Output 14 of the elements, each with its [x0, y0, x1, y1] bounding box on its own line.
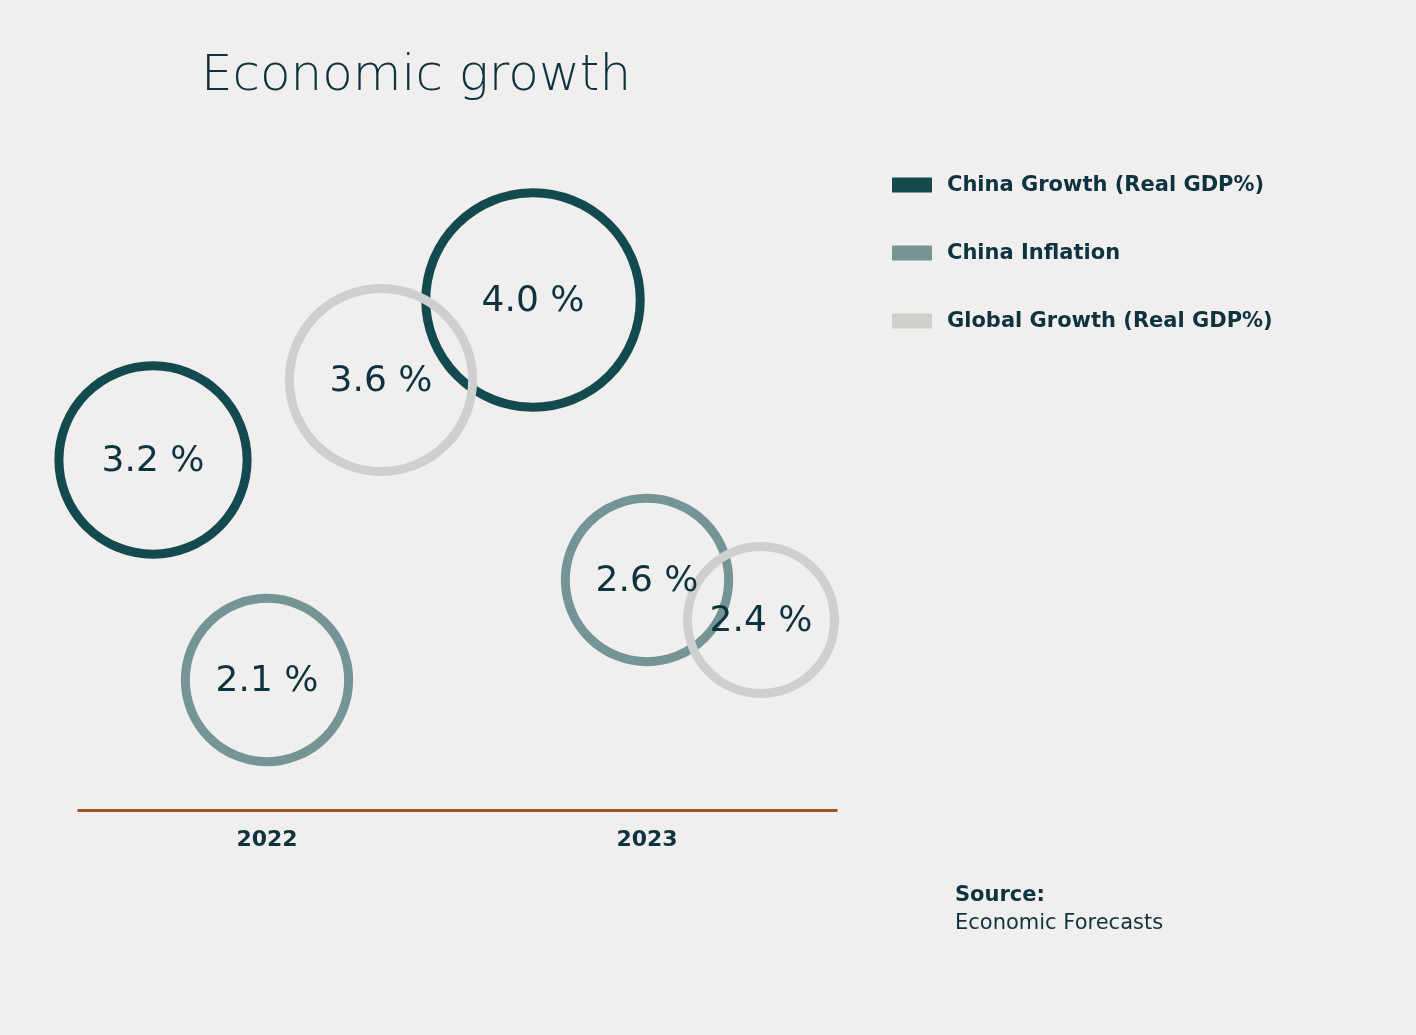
legend-label: China Inflation: [947, 240, 1121, 264]
data-label: 2.6 %: [595, 558, 699, 599]
legend-label: China Growth (Real GDP%): [947, 172, 1265, 196]
data-label: 3.2 %: [101, 438, 205, 479]
legend-label: Global Growth (Real GDP%): [947, 308, 1273, 332]
x-tick-label: 2022: [236, 825, 298, 851]
text: Economic Forecasts: [955, 909, 1164, 936]
data-label: 4.0 %: [481, 278, 585, 319]
x-tick-label: 2023: [616, 825, 678, 851]
data-label: 2.4 %: [709, 598, 813, 639]
data-label: 2.1 %: [215, 658, 319, 699]
chart-title: Economic growth: [200, 44, 632, 102]
data-label: 3.6 %: [329, 358, 433, 399]
source-note: Source:: [955, 881, 1046, 908]
